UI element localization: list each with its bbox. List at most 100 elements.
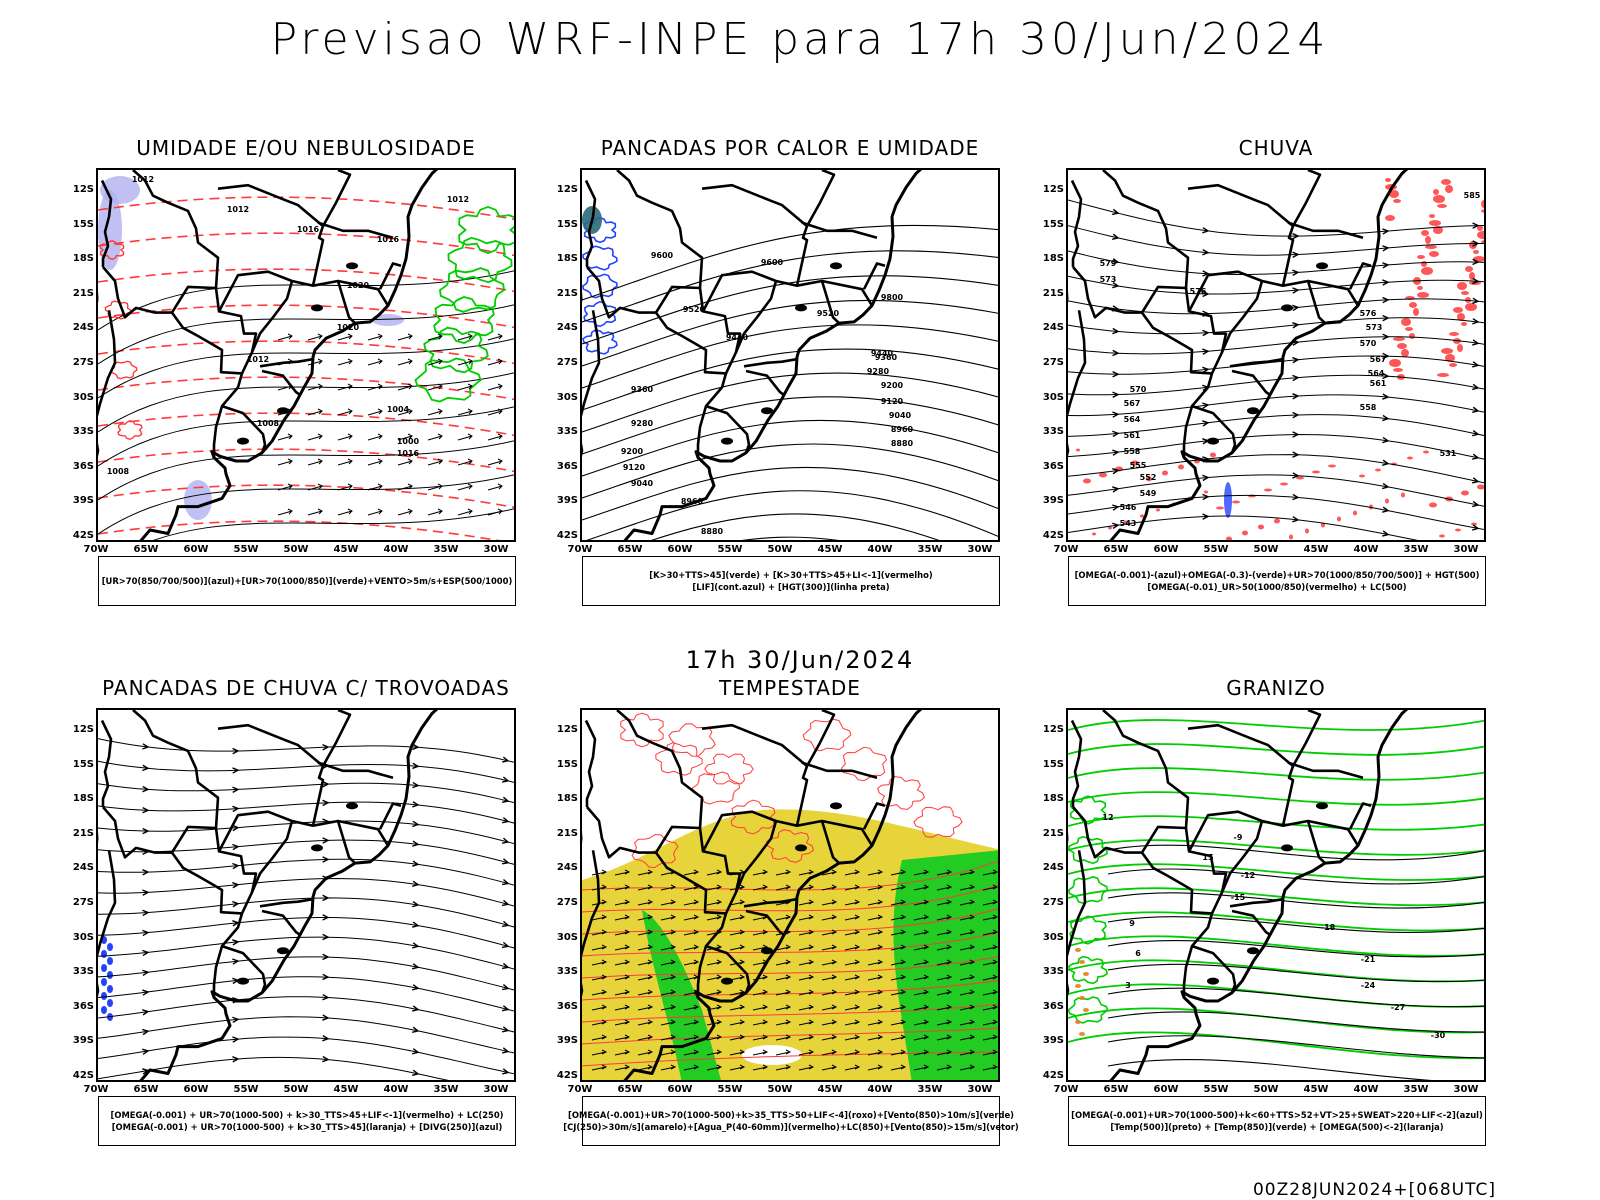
wind-vector	[614, 1034, 631, 1041]
streamline-arrow	[1292, 356, 1300, 364]
wind-vector	[660, 1004, 677, 1011]
latitude-tick-label: 12S	[72, 724, 94, 735]
precipitable-water-contour	[730, 799, 776, 835]
streamline-arrow	[1472, 524, 1480, 531]
country-border	[584, 179, 597, 267]
streamline-arrow	[322, 914, 330, 921]
temperature-850-contour	[1068, 996, 1109, 1024]
latitude-tick-label: 27S	[556, 897, 578, 908]
country-border	[98, 850, 117, 997]
wind-vector	[982, 869, 998, 876]
longitude-tick-label: 30W	[483, 1084, 509, 1095]
wind-vector	[959, 1004, 976, 1011]
latitude-tick-label: 15S	[1042, 218, 1064, 230]
isobar	[98, 474, 514, 535]
wind-vector	[959, 959, 976, 966]
latitude-tick-label: 36S	[1042, 1000, 1064, 1012]
rain-area	[1140, 514, 1144, 518]
wind-vector	[890, 989, 907, 996]
streamline-arrow	[142, 869, 150, 876]
country-border	[378, 802, 402, 830]
temperature-500-contour	[1107, 1035, 1484, 1059]
wind-vector	[890, 884, 907, 891]
streamline-arrow	[1112, 504, 1120, 511]
temperature-850-contour	[1068, 791, 1484, 806]
wind-vector	[457, 383, 473, 391]
country-border	[1287, 221, 1364, 240]
longitude-tick-label: 70W	[1053, 544, 1079, 555]
isobar	[98, 304, 514, 365]
streamline-arrow	[322, 894, 330, 902]
country-border	[212, 944, 267, 998]
streamline-arrow	[142, 1048, 150, 1055]
country-border	[1220, 820, 1264, 893]
longitude-tick-label: 55W	[717, 544, 743, 555]
streamline-arrow	[1382, 530, 1390, 537]
wind-vector	[982, 929, 998, 936]
wind-vector	[775, 1004, 792, 1011]
streamline-arrow	[412, 820, 420, 828]
contour-label: 573	[1100, 275, 1117, 284]
wind-vector	[959, 1019, 976, 1026]
streamline-arrow	[232, 805, 240, 813]
longitude-tick-label: 55W	[1203, 544, 1229, 555]
streamline-arrow	[322, 1035, 330, 1042]
contour-label: 1012	[227, 205, 249, 214]
rain-area	[1481, 240, 1484, 244]
legend-text: [UR>70(850/700/500)](azul)+[UR>70(1000/8…	[101, 576, 513, 586]
wind-vector	[367, 458, 383, 466]
country-border	[337, 819, 390, 847]
streamline-arrow	[501, 899, 510, 907]
wind-vector	[637, 974, 654, 981]
wind-vector	[913, 869, 930, 876]
wind-vector	[821, 1034, 838, 1041]
wind-vector	[982, 1064, 998, 1071]
streamline-arrow	[232, 824, 240, 832]
lake	[761, 407, 773, 415]
map-panel: PANCADAS DE CHUVA C/ TROVOADAS 12S 15S 18S 2…	[44, 676, 516, 1156]
wind-vector	[936, 869, 953, 876]
isobar	[98, 270, 514, 331]
latitude-tick-label: 21S	[1042, 287, 1064, 299]
wind-vector	[706, 989, 723, 996]
wind-vector	[729, 899, 746, 906]
latitude-tick-label: 36S	[556, 460, 578, 472]
wind-vector	[591, 974, 608, 981]
wind-vector	[867, 884, 884, 891]
temperature-850-contour	[1068, 1007, 1484, 1034]
isobar	[98, 406, 514, 467]
country-border	[1191, 373, 1214, 407]
wind-vector	[367, 408, 383, 416]
wind-vector	[660, 884, 677, 891]
streamline-arrow	[232, 900, 240, 908]
streamline-arrow	[142, 929, 150, 937]
rain-area	[1457, 344, 1463, 352]
panel-title: GRANIZO	[1226, 676, 1326, 700]
country-border	[250, 820, 294, 893]
longitude-tick-label: 60W	[1153, 1084, 1179, 1095]
omega-500-area	[1083, 1008, 1089, 1012]
streamline	[1068, 298, 1484, 315]
country-border	[796, 819, 840, 865]
latitude-tick-label: 33S	[1042, 966, 1064, 978]
country-border	[1348, 262, 1372, 290]
latitude-tick-label: 42S	[1042, 530, 1064, 541]
contour-label: 1012	[447, 195, 469, 204]
thickness-contour	[98, 448, 514, 473]
contour-label: 9120	[623, 463, 646, 472]
humidity-area	[184, 480, 212, 520]
streamline-arrow	[1112, 370, 1120, 378]
wind-vector	[775, 974, 792, 981]
streamline	[98, 976, 514, 1012]
omega-500-area	[1079, 960, 1085, 964]
legend-text: [OMEGA(-0.01)_UR>50(1000/850)(vermelho) …	[1147, 582, 1407, 592]
wind-vector	[706, 959, 723, 966]
streamline-arrow	[501, 858, 510, 865]
streamline-arrow	[1112, 349, 1120, 357]
height-contour	[582, 419, 998, 477]
country-border	[1229, 358, 1283, 368]
streamline	[98, 801, 514, 824]
rain-area	[1353, 510, 1357, 516]
latitude-tick-label: 36S	[1042, 460, 1064, 472]
height-contour	[582, 275, 998, 345]
